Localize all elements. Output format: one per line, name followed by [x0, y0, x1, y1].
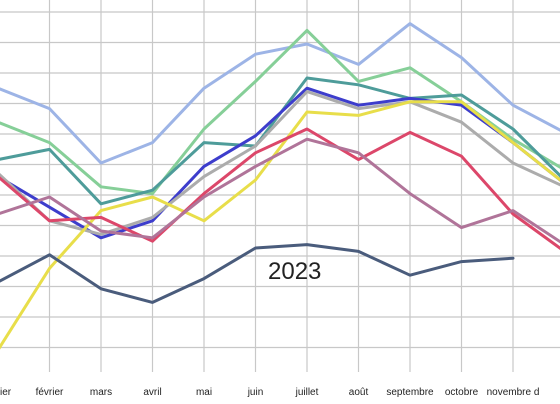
- series-layer: [0, 22, 560, 350]
- series-line-7: [0, 127, 560, 250]
- x-tick-label: août: [349, 387, 369, 398]
- x-tick-label: octobre: [445, 387, 479, 398]
- x-tick-label: ier: [0, 387, 12, 398]
- year-annotation: 2023: [268, 258, 321, 285]
- grid-lines: [0, 0, 560, 372]
- series-line-6: [0, 100, 560, 350]
- x-tick-label: mai: [196, 387, 212, 398]
- series-line-1: [0, 22, 560, 165]
- x-tick-label: septembre: [386, 387, 434, 398]
- series-line-5: [0, 90, 560, 236]
- x-tick-label: novembre d: [487, 387, 540, 398]
- x-tick-label: juillet: [295, 387, 319, 398]
- x-tick-label: mars: [90, 387, 112, 398]
- x-tick-labels: ier février mars avril mai juin juillet août sep…: [0, 387, 539, 398]
- series-line-8: [0, 137, 560, 244]
- x-tick-label: février: [36, 387, 64, 398]
- x-tick-label: avril: [143, 387, 161, 398]
- x-tick-label: juin: [247, 387, 264, 398]
- series-line-9: [0, 243, 515, 304]
